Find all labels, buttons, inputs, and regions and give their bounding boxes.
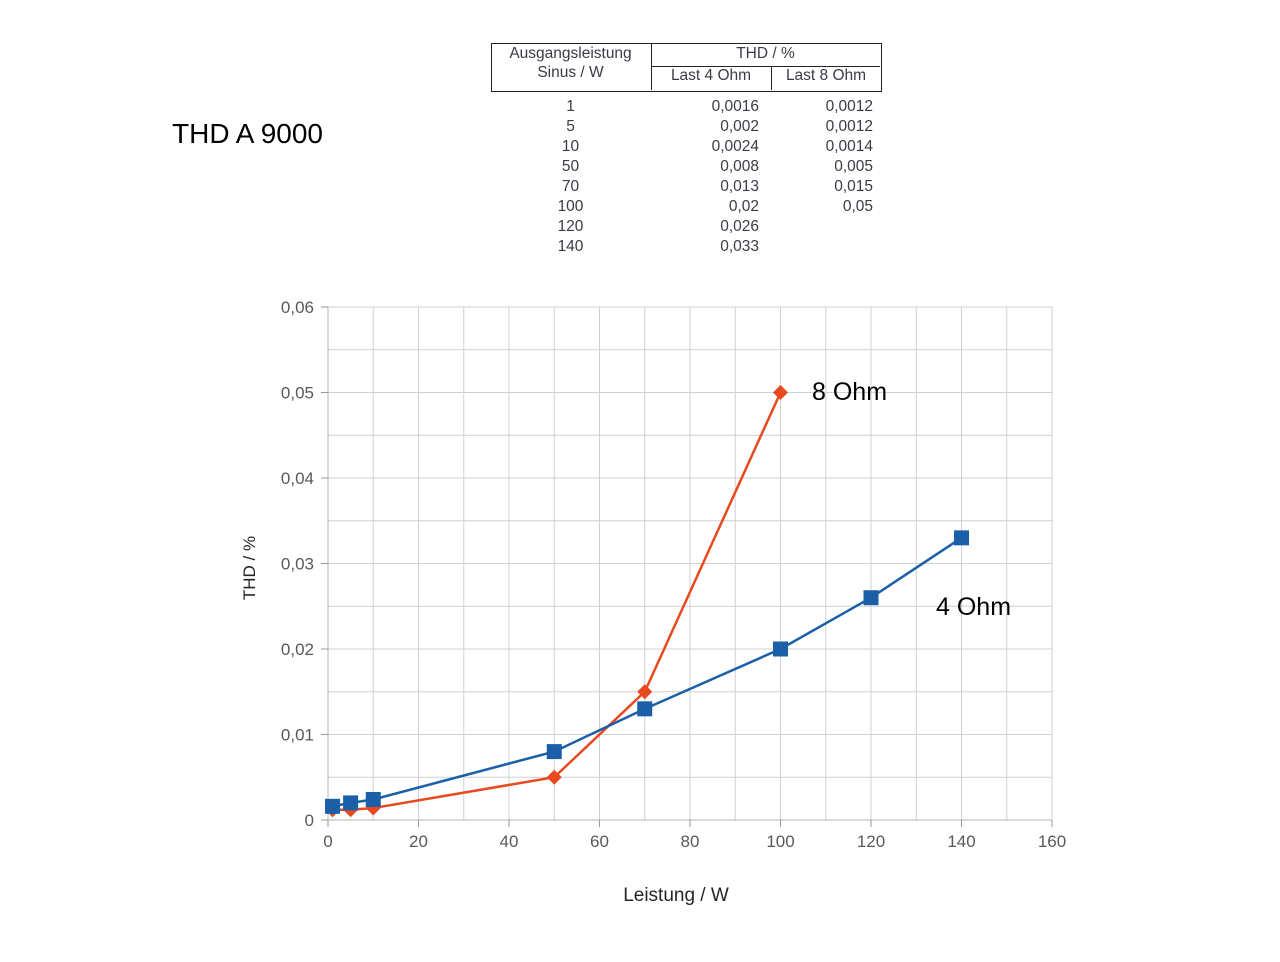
svg-text:0,03: 0,03 [281,555,314,574]
svg-text:120: 120 [857,832,885,851]
svg-text:100: 100 [766,832,794,851]
svg-text:0,02: 0,02 [281,640,314,659]
svg-text:Leistung / W: Leistung / W [623,885,729,906]
svg-text:20: 20 [409,832,428,851]
svg-text:0: 0 [323,832,332,851]
svg-text:160: 160 [1038,832,1066,851]
svg-text:80: 80 [681,832,700,851]
svg-text:140: 140 [947,832,975,851]
svg-text:0: 0 [305,811,314,830]
svg-text:0,06: 0,06 [281,298,314,317]
svg-text:40: 40 [500,832,519,851]
svg-text:0,05: 0,05 [281,384,314,403]
svg-text:0,01: 0,01 [281,726,314,745]
svg-text:8 Ohm: 8 Ohm [812,378,887,406]
svg-text:60: 60 [590,832,609,851]
svg-text:THD / %: THD / % [240,536,259,600]
svg-text:0,04: 0,04 [281,469,314,488]
svg-text:4 Ohm: 4 Ohm [936,593,1011,621]
